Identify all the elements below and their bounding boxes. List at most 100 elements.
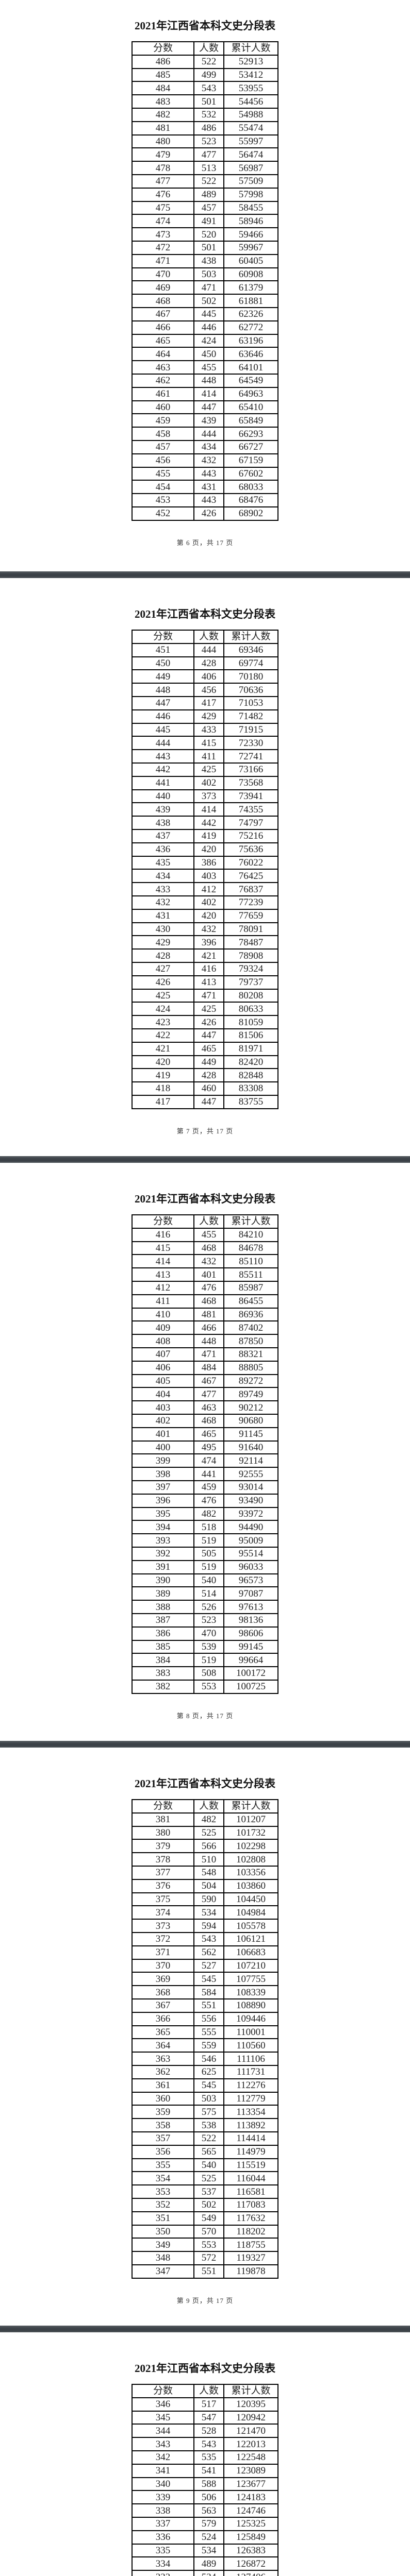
cumulative-cell: 77239: [223, 895, 278, 910]
table-row: 377 548 103356: [132, 1865, 278, 1880]
cumulative-cell: 74797: [223, 816, 278, 830]
table-row: 458 444 66293: [132, 427, 278, 441]
count-cell: 474: [193, 1453, 224, 1468]
count-cell: 518: [193, 1520, 224, 1535]
count-cell: 513: [193, 161, 224, 175]
table-row: 393 519 95009: [132, 1533, 278, 1548]
score-cell: 443: [132, 749, 194, 764]
table-row: 365 555 110001: [132, 2025, 278, 2040]
table-row: 469 471 61379: [132, 280, 278, 295]
table-row: 479 477 56474: [132, 147, 278, 162]
score-cell: 340: [132, 2477, 194, 2492]
count-cell: 625: [193, 2064, 224, 2079]
count-cell: 532: [193, 107, 224, 122]
score-cell: 404: [132, 1387, 194, 1402]
score-cell: 344: [132, 2424, 194, 2438]
cumulative-cell: 101732: [223, 1825, 278, 1840]
count-cell: 489: [193, 2556, 224, 2571]
column-header: 人数: [193, 1214, 224, 1229]
count-cell: 447: [193, 1028, 224, 1043]
cumulative-cell: 107755: [223, 1972, 278, 1987]
score-cell: 475: [132, 200, 194, 215]
count-cell: 424: [193, 333, 224, 348]
table-row: 476 489 57998: [132, 187, 278, 202]
cumulative-cell: 70180: [223, 669, 278, 684]
table-row: 450 428 69774: [132, 656, 278, 671]
count-cell: 456: [193, 683, 224, 697]
cumulative-cell: 108339: [223, 1985, 278, 1999]
count-cell: 545: [193, 2078, 224, 2093]
cumulative-cell: 88805: [223, 1360, 278, 1375]
count-cell: 525: [193, 1825, 224, 1840]
table-row: 351 549 117632: [132, 2211, 278, 2226]
table-row: 399 474 92114: [132, 1453, 278, 1468]
score-cell: 427: [132, 961, 194, 976]
cumulative-cell: 81971: [223, 1041, 278, 1056]
count-cell: 482: [193, 1506, 224, 1521]
score-cell: 414: [132, 1254, 194, 1269]
table-row: 391 519 96033: [132, 1560, 278, 1574]
cumulative-cell: 99664: [223, 1653, 278, 1668]
cumulative-cell: 96033: [223, 1560, 278, 1574]
column-header: 累计人数: [223, 630, 278, 644]
cumulative-cell: 118202: [223, 2224, 278, 2239]
cumulative-cell: 68476: [223, 493, 278, 507]
count-cell: 549: [193, 2211, 224, 2226]
table-row: 387 523 98136: [132, 1613, 278, 1628]
score-cell: 373: [132, 1919, 194, 1933]
score-cell: 461: [132, 386, 194, 401]
cumulative-cell: 112779: [223, 2091, 278, 2106]
score-cell: 376: [132, 1878, 194, 1893]
score-cell: 463: [132, 360, 194, 375]
cumulative-cell: 79737: [223, 975, 278, 990]
score-cell: 453: [132, 493, 194, 507]
table-row: 437 419 75216: [132, 828, 278, 843]
cumulative-cell: 92114: [223, 1453, 278, 1468]
count-cell: 504: [193, 1878, 224, 1893]
document-page: 2021年江西省本科文史分段表 分数 人数 累计人数 381 482 101207 380 52…: [0, 1748, 410, 2326]
count-cell: 519: [193, 1533, 224, 1548]
count-cell: 522: [193, 54, 224, 69]
score-cell: 417: [132, 1094, 194, 1109]
cumulative-cell: 78091: [223, 922, 278, 937]
cumulative-cell: 124746: [223, 2503, 278, 2518]
score-cell: 379: [132, 1839, 194, 1854]
score-cell: 366: [132, 2011, 194, 2026]
score-cell: 383: [132, 1666, 194, 1681]
table-row: 385 539 99145: [132, 1639, 278, 1654]
table-row: 452 426 68902: [132, 506, 278, 521]
count-cell: 540: [193, 2158, 224, 2173]
cumulative-cell: 86936: [223, 1307, 278, 1322]
cumulative-cell: 107210: [223, 1958, 278, 1973]
count-cell: 553: [193, 1679, 224, 1694]
score-cell: 481: [132, 121, 194, 135]
count-cell: 455: [193, 360, 224, 375]
score-cell: 394: [132, 1520, 194, 1535]
score-cell: 416: [132, 1227, 194, 1242]
score-cell: 372: [132, 1931, 194, 1946]
count-cell: 501: [193, 240, 224, 255]
count-cell: 505: [193, 1546, 224, 1561]
score-cell: 480: [132, 134, 194, 149]
table-row: 483 501 54456: [132, 94, 278, 109]
cumulative-cell: 65849: [223, 413, 278, 428]
count-cell: 563: [193, 2503, 224, 2518]
score-cell: 352: [132, 2197, 194, 2212]
score-cell: 477: [132, 174, 194, 189]
count-cell: 565: [193, 2144, 224, 2159]
score-cell: 486: [132, 54, 194, 69]
page-number-footer: 第 7 页，共 17 页: [176, 1127, 234, 1135]
table-row: 403 463 90212: [132, 1400, 278, 1415]
cumulative-cell: 127406: [223, 2570, 278, 2576]
score-cell: 411: [132, 1294, 194, 1309]
count-cell: 432: [193, 922, 224, 937]
count-cell: 575: [193, 2105, 224, 2120]
table-row: 348 572 119327: [132, 2251, 278, 2265]
table-row: 343 543 122013: [132, 2437, 278, 2451]
cumulative-cell: 72330: [223, 736, 278, 751]
count-cell: 443: [193, 493, 224, 507]
table-row: 370 527 107210: [132, 1958, 278, 1973]
table-row: 475 457 58455: [132, 200, 278, 215]
cumulative-cell: 110001: [223, 2025, 278, 2040]
cumulative-cell: 66727: [223, 439, 278, 454]
